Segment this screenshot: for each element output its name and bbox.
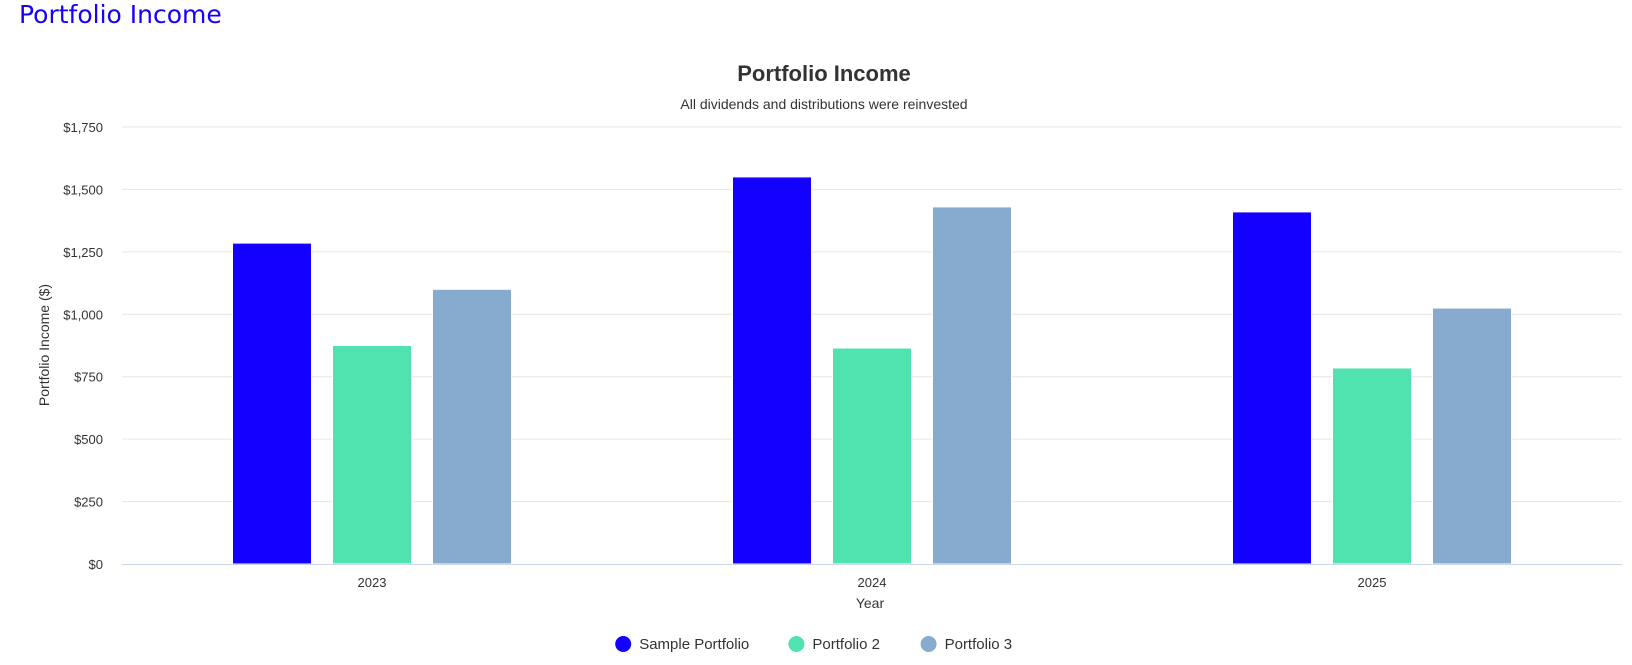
y-tick-label: $750 <box>74 370 103 385</box>
chart-subtitle: All dividends and distributions were rei… <box>680 96 967 112</box>
page-heading: Portfolio Income <box>19 0 222 29</box>
y-axis-title: Portfolio Income ($) <box>36 284 52 406</box>
bar-portfolio-2-2023[interactable] <box>332 345 412 565</box>
y-tick-label: $1,000 <box>63 307 103 322</box>
bar-portfolio-3-2023[interactable] <box>432 288 512 565</box>
legend-label: Portfolio 3 <box>945 636 1013 653</box>
y-axis-ticks: $0 $250 $500 $750 $1,000 $1,250 $1,500 $1,750 <box>63 120 103 572</box>
bar-portfolio-3-2024[interactable] <box>932 206 1012 565</box>
legend-item-sample-portfolio[interactable]: Sample Portfolio <box>615 636 749 653</box>
legend-marker <box>788 636 805 652</box>
y-tick-label: $1,250 <box>63 245 103 260</box>
legend-item-portfolio-2[interactable]: Portfolio 2 <box>788 636 880 653</box>
x-axis-ticks: 2023 2024 2025 <box>358 575 1387 590</box>
x-axis-title: Year <box>856 595 885 611</box>
legend: Sample Portfolio Portfolio 2 Portfolio 3 <box>615 636 1012 653</box>
y-tick-label: $1,500 <box>63 182 103 197</box>
bar-portfolio-2-2024[interactable] <box>832 347 912 565</box>
bars <box>232 176 1512 565</box>
y-tick-label: $250 <box>74 495 103 510</box>
bar-sample-portfolio-2025[interactable] <box>1232 211 1312 565</box>
y-tick-label: $1,750 <box>63 120 103 135</box>
x-tick-label: 2024 <box>858 575 887 590</box>
x-tick-label: 2025 <box>1358 575 1387 590</box>
legend-label: Portfolio 2 <box>812 636 880 653</box>
legend-marker <box>920 636 937 652</box>
legend-item-portfolio-3[interactable]: Portfolio 3 <box>920 636 1013 653</box>
chart-title: Portfolio Income <box>737 61 911 86</box>
y-tick-label: $500 <box>74 432 103 447</box>
bar-sample-portfolio-2023[interactable] <box>232 242 312 565</box>
y-tick-label: $0 <box>89 557 103 572</box>
legend-label: Sample Portfolio <box>639 636 749 653</box>
legend-marker <box>615 636 632 652</box>
x-tick-label: 2023 <box>358 575 387 590</box>
bar-portfolio-2-2025[interactable] <box>1332 367 1412 565</box>
bar-sample-portfolio-2024[interactable] <box>732 176 812 565</box>
bar-portfolio-3-2025[interactable] <box>1432 307 1512 565</box>
